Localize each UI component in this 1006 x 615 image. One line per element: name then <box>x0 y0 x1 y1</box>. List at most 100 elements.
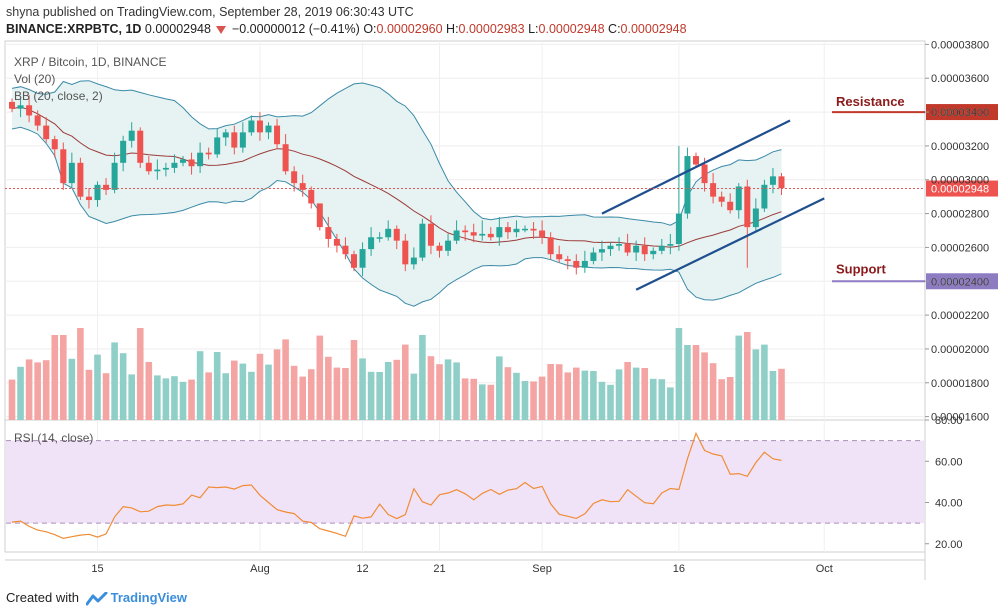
volume-bar <box>564 372 572 420</box>
legend-bb: BB (20, close, 2) <box>14 89 103 103</box>
volume-bar <box>744 332 751 420</box>
volume-bar <box>273 349 281 420</box>
candle-body <box>51 139 58 150</box>
candle-body <box>274 125 281 145</box>
time-tick-label: 16 <box>673 563 685 575</box>
volume-bar <box>709 363 717 420</box>
volume-bar <box>504 367 512 420</box>
volume-bar <box>513 372 520 420</box>
volume-bar <box>530 381 537 420</box>
candles[interactable] <box>9 95 785 277</box>
volume-bar <box>154 375 161 420</box>
axes: 0.00003800 0.00003600 0.00003400 0.00003200… <box>91 39 989 575</box>
published-text: published on TradingView.com, September … <box>42 5 414 19</box>
price-tick-label: 0.00002800 <box>931 209 989 221</box>
candle-body <box>564 259 571 261</box>
down-arrow-icon <box>216 25 227 34</box>
candle-body <box>17 105 24 109</box>
volume-bar <box>17 366 24 420</box>
trend-channel[interactable] <box>601 119 825 291</box>
volume-bar <box>393 359 401 420</box>
time-tick-label: 12 <box>356 563 368 575</box>
rsi-tick-label: 60.00 <box>935 456 963 468</box>
candle-body <box>487 233 494 238</box>
price-tick-label: 0.00003400 <box>931 107 989 119</box>
channel-lower-line <box>635 197 825 291</box>
candle-body <box>581 260 588 268</box>
candle-body <box>137 130 144 163</box>
candle-body <box>34 115 41 126</box>
volume-bar <box>51 335 59 420</box>
volume-bar <box>632 367 640 420</box>
volume-bar <box>684 345 691 420</box>
price-tick-label: 0.00003000 <box>931 175 989 187</box>
candle-body <box>26 105 33 116</box>
candle-body <box>547 237 554 255</box>
candle-body <box>453 230 460 241</box>
candle-body <box>68 162 75 184</box>
price-tick-label: 0.00003600 <box>931 73 989 85</box>
candle-body <box>368 237 375 250</box>
candle-body <box>658 245 665 251</box>
volume-bar <box>77 328 84 420</box>
volume-bar <box>436 364 443 420</box>
candle-body <box>342 245 349 255</box>
candle-body <box>769 176 776 185</box>
resistance-price-tag <box>926 104 998 121</box>
support-label: Support <box>836 261 886 276</box>
candle-body <box>718 196 725 202</box>
channel-upper-line <box>601 119 791 215</box>
candle-body <box>462 230 469 233</box>
volume-bar <box>419 335 426 420</box>
candle-body <box>684 156 691 214</box>
volume-bar <box>316 335 324 420</box>
low-value: 0.00002948 <box>538 22 605 36</box>
candle-body <box>410 257 417 265</box>
candle-body <box>239 132 246 148</box>
volume-bar <box>282 339 289 420</box>
candle-body <box>308 189 315 204</box>
volume-bar <box>333 367 341 420</box>
price-tick-label: 0.00002600 <box>931 242 989 254</box>
candle-body <box>43 125 50 140</box>
candle-body <box>256 120 263 133</box>
volume-bar <box>692 345 700 420</box>
tradingview-brand[interactable]: TradingView <box>110 590 187 605</box>
volume-bar <box>342 368 349 420</box>
price-change: −0.00000012 (−0.41%) <box>231 22 360 36</box>
resistance-label: Resistance <box>836 94 905 109</box>
volume-bar <box>478 384 486 420</box>
support-price-tag-text: 0.00002400 <box>931 276 989 288</box>
candle-body <box>171 162 178 168</box>
author-name[interactable]: shyna <box>6 5 40 19</box>
candle-body <box>128 130 135 141</box>
volume-bar <box>145 362 153 420</box>
time-tick-label: Aug <box>250 563 270 575</box>
volume-bar <box>376 372 383 420</box>
volume-bar <box>8 379 16 420</box>
rsi-tick-label: 80.00 <box>935 415 963 427</box>
legend-title: XRP / Bitcoin, 1D, BINANCE <box>14 55 167 69</box>
tradingview-logo-icon <box>85 591 108 606</box>
bb-fill <box>12 80 782 307</box>
candle-body <box>445 240 452 251</box>
volume-bar <box>410 373 418 420</box>
candle-body <box>744 186 751 228</box>
candle-body <box>9 101 15 109</box>
volume-bar <box>427 356 435 420</box>
volume-bar <box>615 369 623 420</box>
footer: Created with TradingView <box>6 590 187 606</box>
volume-bar <box>136 328 144 420</box>
candle-body <box>513 228 520 233</box>
candle-body <box>539 230 546 238</box>
volume-bar <box>350 340 358 420</box>
candle-body <box>650 250 657 255</box>
volume-bar <box>171 376 178 420</box>
candle-body <box>60 149 67 184</box>
candle-body <box>479 233 486 236</box>
volume-bar <box>624 362 631 420</box>
candle-body <box>222 132 229 138</box>
volume-bar <box>222 373 230 420</box>
volume-bar <box>196 351 204 420</box>
